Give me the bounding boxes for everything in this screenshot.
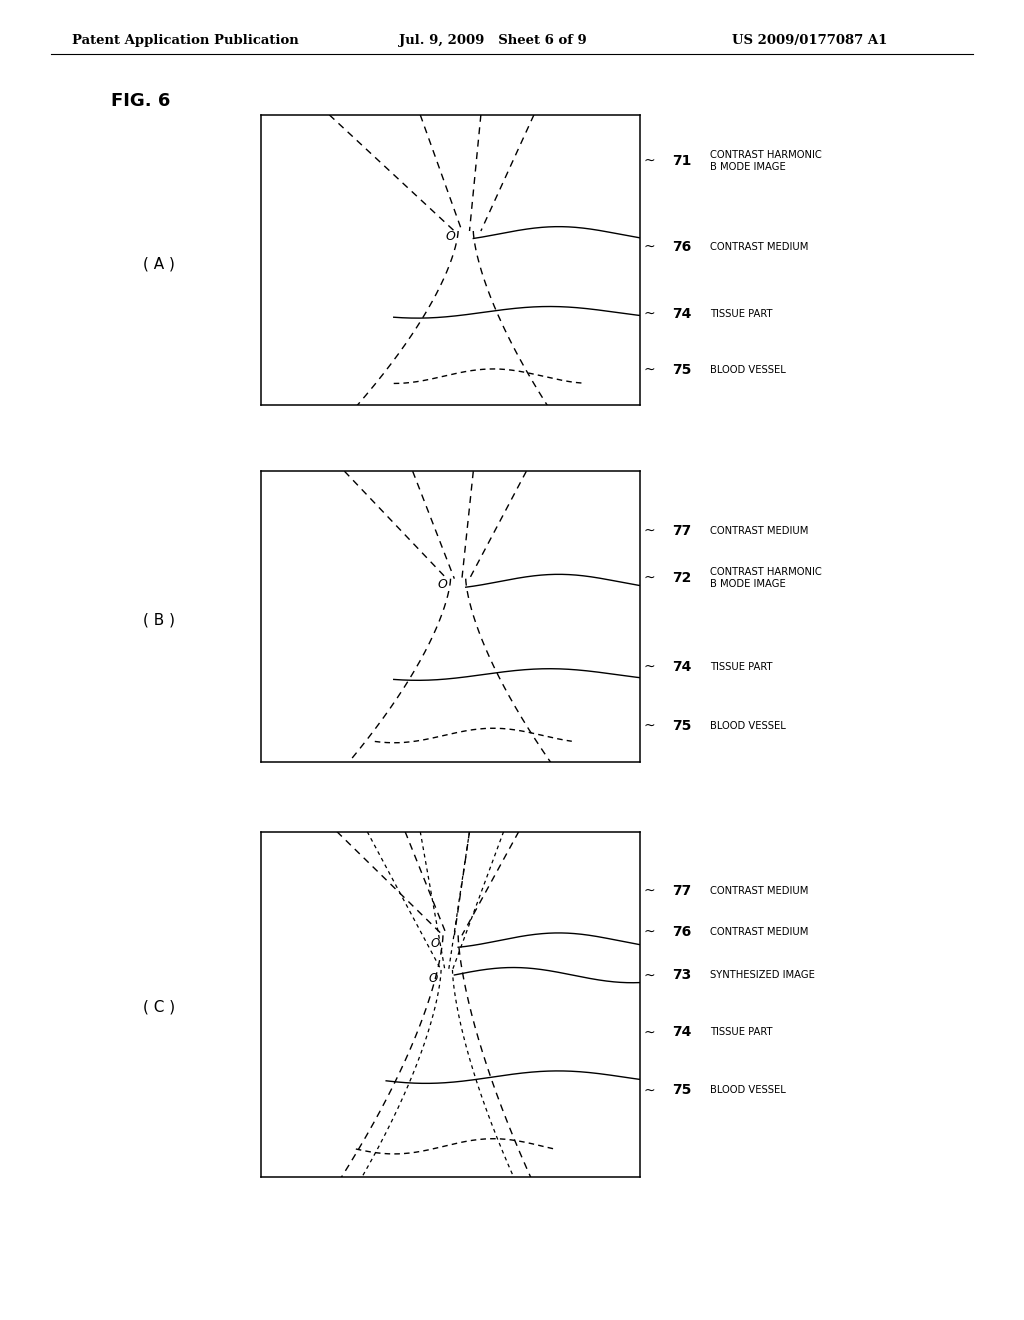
Text: ~: ~	[643, 719, 654, 733]
Text: TISSUE PART: TISSUE PART	[710, 661, 772, 672]
Text: CONTRAST MEDIUM: CONTRAST MEDIUM	[710, 927, 808, 937]
Text: 74: 74	[672, 308, 691, 321]
Text: 74: 74	[672, 660, 691, 673]
Text: ~: ~	[643, 884, 654, 898]
Text: 74: 74	[672, 1026, 691, 1039]
Text: TISSUE PART: TISSUE PART	[710, 309, 772, 319]
Text: ~: ~	[643, 363, 654, 376]
Text: BLOOD VESSEL: BLOOD VESSEL	[710, 721, 785, 731]
Text: BLOOD VESSEL: BLOOD VESSEL	[710, 1085, 785, 1096]
Text: CONTRAST MEDIUM: CONTRAST MEDIUM	[710, 242, 808, 252]
Text: 76: 76	[672, 240, 691, 253]
Text: SYNTHESIZED IMAGE: SYNTHESIZED IMAGE	[710, 970, 814, 981]
Text: ~: ~	[643, 154, 654, 168]
Text: ~: ~	[643, 524, 654, 537]
Text: ( C ): ( C )	[143, 999, 175, 1015]
Text: 75: 75	[672, 363, 691, 376]
Text: 77: 77	[672, 524, 691, 537]
Text: ~: ~	[643, 308, 654, 321]
Text: US 2009/0177087 A1: US 2009/0177087 A1	[732, 34, 888, 48]
Text: ~: ~	[643, 1026, 654, 1039]
Text: CONTRAST MEDIUM: CONTRAST MEDIUM	[710, 886, 808, 896]
Text: TISSUE PART: TISSUE PART	[710, 1027, 772, 1038]
Text: $O$: $O$	[430, 937, 440, 950]
Text: $O$: $O$	[428, 972, 439, 985]
Text: ~: ~	[643, 240, 654, 253]
Text: CONTRAST HARMONIC
B MODE IMAGE: CONTRAST HARMONIC B MODE IMAGE	[710, 568, 821, 589]
Text: $O$: $O$	[437, 578, 449, 591]
Text: ( B ): ( B )	[143, 612, 175, 628]
Text: ~: ~	[643, 925, 654, 939]
Text: CONTRAST HARMONIC
B MODE IMAGE: CONTRAST HARMONIC B MODE IMAGE	[710, 150, 821, 172]
Text: 76: 76	[672, 925, 691, 939]
Text: ( A ): ( A )	[143, 256, 175, 272]
Text: Jul. 9, 2009   Sheet 6 of 9: Jul. 9, 2009 Sheet 6 of 9	[399, 34, 587, 48]
Text: FIG. 6: FIG. 6	[111, 92, 170, 111]
Text: 77: 77	[672, 884, 691, 898]
Text: 75: 75	[672, 719, 691, 733]
Text: ~: ~	[643, 969, 654, 982]
Text: 72: 72	[672, 572, 691, 585]
Text: ~: ~	[643, 1084, 654, 1097]
Text: BLOOD VESSEL: BLOOD VESSEL	[710, 364, 785, 375]
Text: 71: 71	[672, 154, 691, 168]
Text: $O$: $O$	[444, 230, 457, 243]
Text: Patent Application Publication: Patent Application Publication	[72, 34, 298, 48]
Text: 73: 73	[672, 969, 691, 982]
Text: 75: 75	[672, 1084, 691, 1097]
Text: ~: ~	[643, 572, 654, 585]
Text: ~: ~	[643, 660, 654, 673]
Text: CONTRAST MEDIUM: CONTRAST MEDIUM	[710, 525, 808, 536]
